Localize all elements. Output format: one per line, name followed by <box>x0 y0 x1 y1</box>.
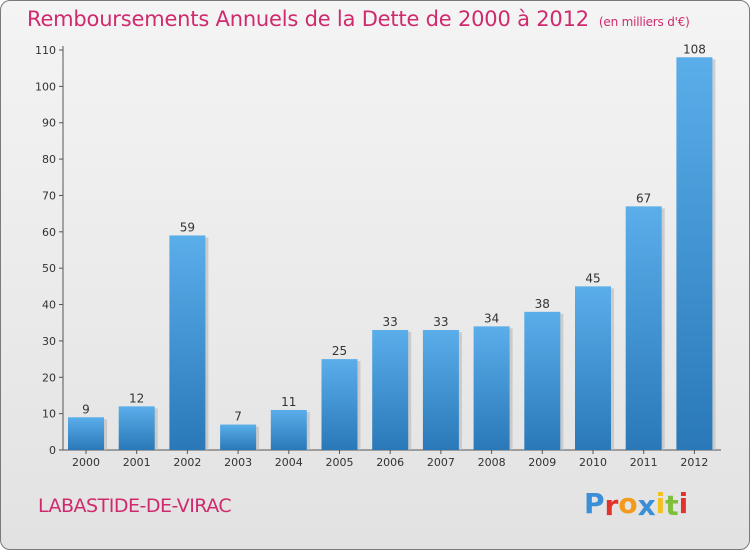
y-tick-label: 50 <box>42 262 56 275</box>
x-tick-label: 2010 <box>579 456 607 469</box>
x-tick-label: 2008 <box>478 456 506 469</box>
bar <box>220 424 257 450</box>
bar <box>524 311 561 450</box>
x-tick-label: 2001 <box>123 456 151 469</box>
x-tick-label: 2005 <box>326 456 354 469</box>
chart-unit: (en milliers d'€) <box>598 15 690 29</box>
logo-letter: i <box>678 487 689 520</box>
data-label: 11 <box>281 395 296 409</box>
x-tick-label: 2006 <box>376 456 404 469</box>
bar <box>676 57 713 450</box>
bar <box>169 235 206 450</box>
data-label: 33 <box>433 315 448 329</box>
x-tick-label: 2007 <box>427 456 455 469</box>
y-tick-label: 20 <box>42 371 56 384</box>
x-tick-label: 2004 <box>275 456 303 469</box>
y-tick-label: 90 <box>42 117 56 130</box>
logo-letter: r <box>604 489 619 522</box>
y-tick-label: 100 <box>35 80 56 93</box>
y-tick-label: 110 <box>35 44 56 57</box>
x-tick-label: 2009 <box>528 456 556 469</box>
x-tick-label: 2003 <box>224 456 252 469</box>
bar <box>68 417 104 450</box>
bar <box>575 286 611 450</box>
logo-letter: x <box>637 489 656 522</box>
bar <box>118 406 155 450</box>
bar <box>422 330 459 450</box>
bar <box>321 359 358 450</box>
logo-letter: t <box>665 489 679 522</box>
logo-letter: P <box>584 487 605 520</box>
y-tick-label: 40 <box>42 299 56 312</box>
bar <box>473 326 510 450</box>
data-label: 38 <box>535 297 550 311</box>
bar <box>270 410 307 450</box>
data-label: 25 <box>332 344 347 358</box>
logo-letter: o <box>618 487 638 520</box>
y-tick-label: 0 <box>49 444 56 457</box>
data-label: 108 <box>683 42 706 56</box>
x-tick-label: 2012 <box>680 456 708 469</box>
bar <box>372 330 409 450</box>
data-label: 67 <box>636 191 651 205</box>
data-label: 7 <box>234 410 242 424</box>
y-tick-label: 10 <box>42 408 56 421</box>
data-label: 33 <box>383 315 398 329</box>
data-label: 9 <box>82 402 90 416</box>
x-tick-label: 2000 <box>72 456 100 469</box>
bar <box>625 206 662 450</box>
x-tick-label: 2002 <box>173 456 201 469</box>
logo-letter: i <box>655 487 666 520</box>
y-tick-label: 60 <box>42 226 56 239</box>
chart-title-text: Remboursements Annuels de la Dette de 20… <box>27 7 589 31</box>
chart-title: Remboursements Annuels de la Dette de 20… <box>27 7 690 31</box>
proxiti-logo: Proxiti <box>584 487 689 522</box>
commune-name: LABASTIDE-DE-VIRAC <box>38 495 232 517</box>
data-label: 45 <box>585 271 600 285</box>
y-tick-label: 30 <box>42 335 56 348</box>
x-tick-label: 2011 <box>630 456 658 469</box>
y-tick-label: 80 <box>42 153 56 166</box>
y-tick-label: 70 <box>42 189 56 202</box>
data-label: 34 <box>484 311 499 325</box>
data-label: 12 <box>129 391 144 405</box>
data-label: 59 <box>180 220 195 234</box>
